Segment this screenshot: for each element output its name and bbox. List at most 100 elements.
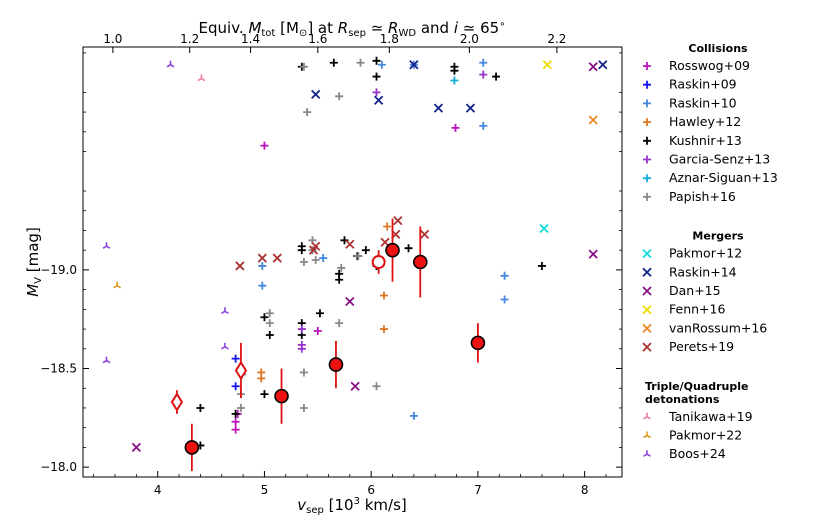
data-point	[196, 403, 205, 412]
series-aznar-siguan-13	[450, 76, 459, 85]
data-point	[272, 253, 282, 263]
series-vanrossum-16	[588, 115, 598, 125]
legend-marker	[643, 136, 651, 145]
data-point	[297, 242, 306, 251]
data-point	[303, 108, 312, 117]
y-tick-label: −18.0	[40, 460, 77, 474]
data-point	[231, 409, 240, 418]
data-point	[297, 325, 306, 334]
data-point	[315, 309, 324, 318]
data-point	[313, 327, 322, 336]
highlight-point	[470, 323, 486, 363]
legend-marker	[643, 62, 651, 70]
series-pakmor-12	[539, 223, 549, 234]
data-point	[260, 313, 269, 322]
series-papish-16	[236, 58, 381, 412]
top-tick-label: 1.8	[380, 32, 399, 46]
top-tick-label: 1.6	[308, 32, 327, 46]
data-point	[311, 89, 321, 99]
data-point	[356, 58, 365, 67]
data-point	[479, 70, 488, 79]
data-point	[235, 261, 245, 271]
data-point	[383, 222, 392, 231]
legend-label: Pakmor+22	[669, 428, 742, 443]
data-point	[260, 390, 269, 399]
data-point	[335, 92, 344, 101]
top-tick-label: 2.0	[460, 32, 479, 46]
legend-label: Kushnir+13	[669, 133, 742, 148]
data-point	[372, 382, 381, 391]
series-hawley-12	[257, 222, 392, 383]
plot-frame	[82, 46, 623, 478]
data-point	[379, 291, 388, 300]
legend-marker	[643, 155, 651, 164]
data-point	[588, 249, 598, 259]
data-point	[345, 296, 355, 307]
data-point	[450, 76, 459, 85]
legend-marker	[643, 174, 651, 183]
series-kushnir-13	[196, 56, 546, 450]
series-raskin-14	[311, 60, 608, 113]
legend-label: Garcia-Senz+13	[669, 152, 770, 167]
data-point	[131, 442, 142, 453]
data-point	[257, 253, 267, 263]
legend-section-title: Triple/Quadruple	[645, 380, 748, 393]
data-point	[113, 281, 122, 289]
data-point	[492, 72, 501, 81]
data-point	[231, 417, 240, 426]
legend-section-title: detonations	[645, 393, 720, 406]
data-point	[379, 325, 388, 334]
data-point	[374, 95, 384, 105]
legend-marker	[643, 118, 651, 127]
data-point	[372, 72, 381, 81]
data-point	[258, 261, 267, 270]
data-point	[197, 74, 206, 82]
data-point	[335, 269, 344, 278]
data-point	[340, 236, 349, 245]
x-tick-label: 8	[581, 483, 589, 497]
x-tick-label: 4	[154, 483, 162, 497]
data-point	[372, 56, 381, 65]
series-perets-19	[235, 215, 430, 271]
top-tick-label: 1.4	[241, 32, 260, 46]
data-point	[350, 381, 360, 391]
data-point	[265, 309, 274, 318]
data-point	[236, 403, 245, 412]
data-point	[500, 271, 509, 280]
x-tick-label: 7	[474, 483, 482, 497]
data-point	[433, 103, 444, 113]
data-point	[542, 60, 552, 70]
data-point	[231, 354, 240, 363]
legend-label: Raskin+10	[669, 95, 737, 110]
highlight-point	[328, 340, 344, 389]
top-tick-label: 1.2	[180, 32, 199, 46]
data-point	[265, 319, 274, 328]
legend-marker	[643, 450, 651, 457]
data-point	[588, 115, 598, 125]
legend-marker	[642, 286, 652, 296]
data-point	[409, 411, 418, 420]
data-point	[361, 246, 370, 255]
legend-marker	[642, 248, 652, 259]
series-tanikawa-19	[197, 74, 206, 82]
series-fenn-16	[542, 60, 552, 70]
legend-label: Aznar-Siguan+13	[669, 170, 778, 185]
top-tick-label: 1.0	[103, 32, 122, 46]
highlight-point	[170, 390, 184, 414]
data-point	[258, 281, 267, 290]
data-point	[479, 58, 488, 67]
data-point	[337, 263, 346, 272]
data-point	[311, 241, 321, 251]
series-pakmor-22	[113, 281, 122, 289]
data-point	[231, 382, 240, 391]
legend-label: Rosswog+09	[669, 58, 750, 73]
top-tick-label: 2.2	[547, 32, 566, 46]
legend-section-title: Mergers	[692, 230, 744, 243]
data-point	[329, 58, 338, 67]
data-point	[297, 340, 306, 349]
data-point	[377, 60, 386, 69]
legend-marker	[643, 99, 651, 108]
data-point	[479, 121, 488, 130]
data-point	[299, 62, 308, 71]
